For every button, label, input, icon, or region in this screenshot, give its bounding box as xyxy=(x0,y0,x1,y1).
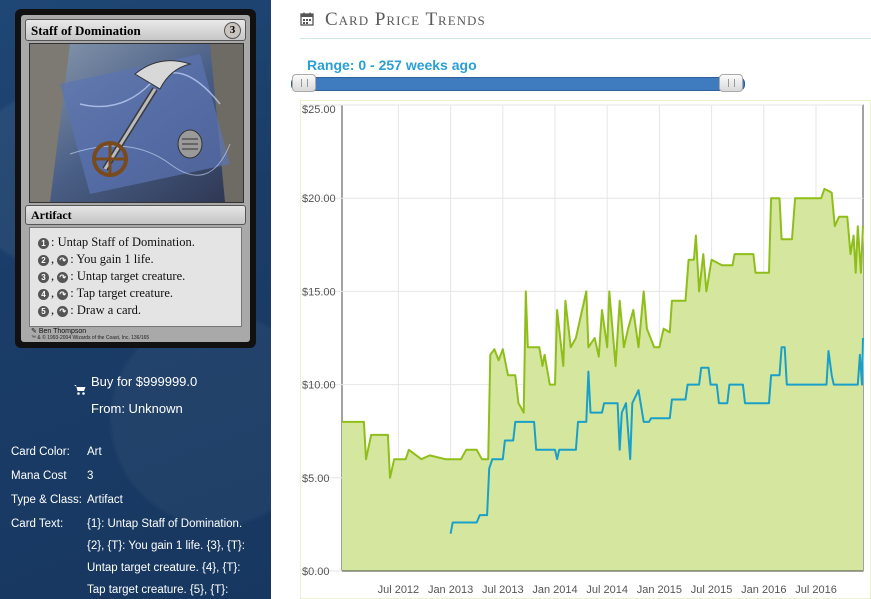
detail-value: {1}: Untap Staff of Domination. xyxy=(87,518,243,530)
card-artist: ✎ Ben Thompson xyxy=(31,327,86,335)
mana-cost-icon: 1 xyxy=(38,237,49,249)
detail-value: Artifact xyxy=(87,494,123,506)
calendar-icon xyxy=(300,12,314,26)
y-tick-label: $25.00 xyxy=(302,104,336,116)
detail-key: Card Color: xyxy=(11,446,70,458)
card-rule-text: : Draw a card. xyxy=(70,303,142,317)
detail-value: Art xyxy=(87,446,102,458)
chart-series xyxy=(342,187,864,571)
series-area-green xyxy=(342,188,863,571)
detail-key: Mana Cost xyxy=(11,470,67,482)
mana-cost-icon: 2 xyxy=(38,254,49,266)
card-type: Artifact xyxy=(31,208,72,222)
card-title-bar: Staff of Domination 3 xyxy=(25,19,246,41)
x-tick-label: Jan 2013 xyxy=(428,584,473,596)
card-rule-line: 2, ↷: You gain 1 life. xyxy=(30,251,241,268)
x-tick-label: Jul 2013 xyxy=(482,584,524,596)
card-name: Staff of Domination xyxy=(31,23,141,38)
x-axis: Jul 2012 Jan 2013 Jul 2013 Jan 2014 Jul 2014… xyxy=(342,570,863,596)
card-text-line: {2}, {T}: You gain 1 life. {3}, {T}: xyxy=(87,540,245,552)
detail-key: Card Text: xyxy=(11,518,64,530)
card-rule-text: : Tap target creature. xyxy=(70,286,174,300)
y-tick-label: $10.00 xyxy=(302,380,336,392)
x-tick-label: Jul 2014 xyxy=(586,584,628,596)
range-slider-start-handle[interactable] xyxy=(292,74,316,92)
price-trend-chart: $0.00 $5.00 $10.00 $15.00 $20.00 $25.00 Jul 2… xyxy=(300,100,871,599)
y-tick-label: $20.00 xyxy=(302,193,336,205)
card-rules-box: 1: Untap Staff of Domination. 2, ↷: You g… xyxy=(29,227,242,327)
mana-cost-icon: 4 xyxy=(38,288,49,300)
y-tick-label: $0.00 xyxy=(302,566,330,578)
x-tick-label: Jul 2015 xyxy=(691,584,733,596)
x-tick-label: Jul 2012 xyxy=(378,584,420,596)
range-slider-end-handle[interactable] xyxy=(719,74,743,92)
y-tick-label: $5.00 xyxy=(302,473,330,485)
tap-symbol-icon: ↷ xyxy=(57,288,69,300)
shopping-cart-icon[interactable] xyxy=(74,385,86,395)
card-rule-text: : Untap Staff of Domination. xyxy=(51,235,195,249)
card-text-line: Untap target creature. {4}, {T}: xyxy=(87,562,241,574)
card-rule-text: : Untap target creature. xyxy=(70,269,186,283)
x-tick-label: Jan 2015 xyxy=(637,584,682,596)
title-divider xyxy=(300,38,871,39)
detail-key: Type & Class: xyxy=(11,494,82,506)
card-artwork xyxy=(29,43,244,203)
card-rule-line: 4, ↷: Tap target creature. xyxy=(30,285,241,302)
artwork-illustration xyxy=(30,44,243,202)
card-image: Staff of Domination 3 xyxy=(15,9,256,348)
section-title: Card Price Trends xyxy=(325,9,486,30)
card-rule-line: 1: Untap Staff of Domination. xyxy=(30,234,241,251)
card-sidebar: Staff of Domination 3 xyxy=(0,0,271,599)
x-tick-label: Jan 2014 xyxy=(532,584,577,596)
y-axis: $0.00 $5.00 $10.00 $15.00 $20.00 $25.00 xyxy=(302,104,336,578)
artist-name: Ben Thompson xyxy=(38,328,87,335)
card-rule-text: : You gain 1 life. xyxy=(70,252,154,266)
paintbrush-icon: ✎ xyxy=(31,328,39,335)
x-tick-label: Jul 2016 xyxy=(795,584,837,596)
card-rule-line: 5, ↷: Draw a card. xyxy=(30,302,241,319)
seller-label: From: Unknown xyxy=(91,401,183,416)
card-copyright: ™ & © 1993-2004 Wizards of the Coast, In… xyxy=(31,335,150,341)
tap-symbol-icon: ↷ xyxy=(57,271,69,283)
series-line-blue xyxy=(449,337,864,534)
mana-symbol: 3 xyxy=(224,22,241,39)
detail-value: 3 xyxy=(87,470,94,482)
mana-cost-icon: 5 xyxy=(38,305,49,317)
range-slider-track[interactable] xyxy=(291,77,745,91)
mana-cost-icon: 3 xyxy=(38,271,49,283)
tap-symbol-icon: ↷ xyxy=(57,305,69,317)
range-label: Range: 0 - 257 weeks ago xyxy=(307,57,477,73)
card-frame: Staff of Domination 3 xyxy=(21,15,250,342)
tap-symbol-icon: ↷ xyxy=(57,254,69,266)
y-tick-label: $15.00 xyxy=(302,286,336,298)
card-type-bar: Artifact xyxy=(25,205,246,225)
x-tick-label: Jan 2016 xyxy=(741,584,786,596)
card-text-line: Tap target creature. {5}, {T}: xyxy=(87,584,229,596)
buy-link[interactable]: Buy for $999999.0 xyxy=(91,374,198,389)
card-text-continued: {2}, {T}: You gain 1 life. {3}, {T}: Unt… xyxy=(87,535,245,599)
series-line-green xyxy=(342,187,864,479)
card-rule-line: 3, ↷: Untap target creature. xyxy=(30,268,241,285)
